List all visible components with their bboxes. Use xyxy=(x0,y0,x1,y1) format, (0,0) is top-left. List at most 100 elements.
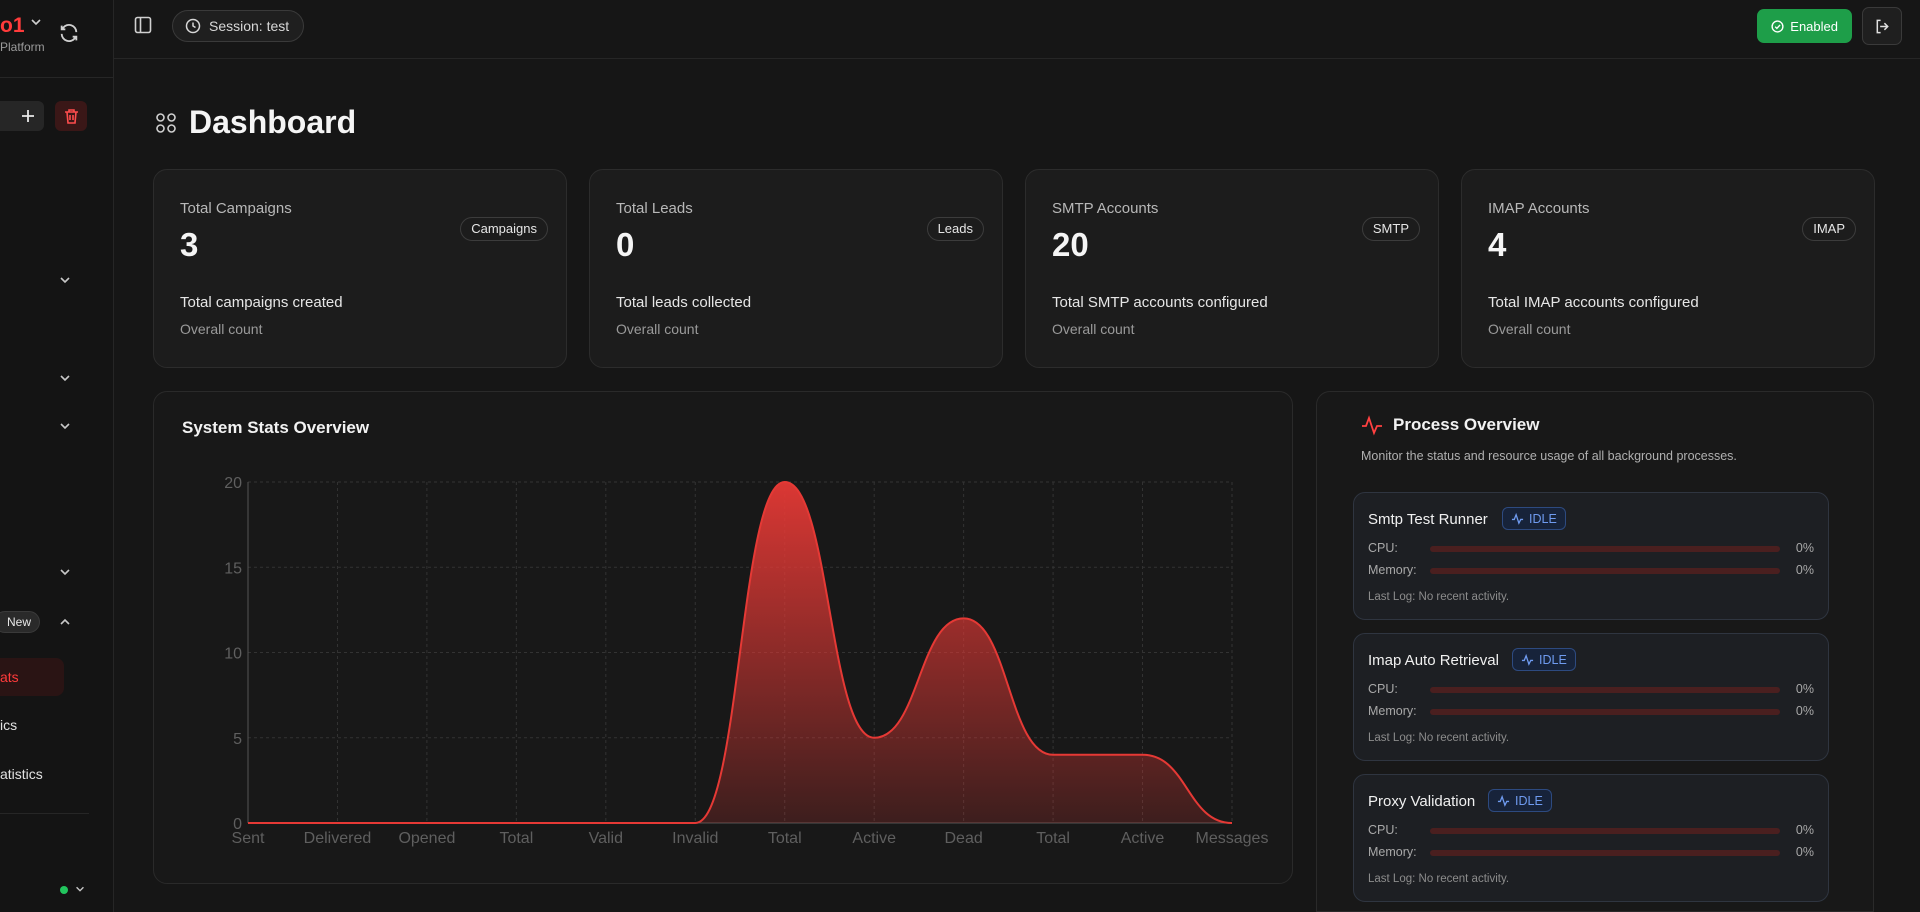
status-text: IDLE xyxy=(1539,652,1567,667)
x-tick-label: Dead xyxy=(945,830,983,847)
sidebar-divider xyxy=(0,813,89,814)
chevron-down-icon[interactable] xyxy=(58,565,72,579)
stat-label: IMAP Accounts xyxy=(1488,200,1590,217)
chevron-down-icon[interactable] xyxy=(74,883,86,895)
memory-value: 0% xyxy=(1795,704,1814,718)
process-overview-panel: Process Overview Monitor the status and … xyxy=(1316,391,1874,912)
stat-card-campaigns: Total Campaigns 3 Campaigns Total campai… xyxy=(153,169,567,368)
system-stats-panel: System Stats Overview 0 5 10 15 20 Sent Delive… xyxy=(153,391,1293,884)
process-name: Imap Auto Retrieval xyxy=(1368,652,1499,669)
x-tick-label: Total xyxy=(499,830,533,847)
cpu-label: CPU: xyxy=(1368,541,1398,555)
status-badge: IDLE xyxy=(1488,789,1552,812)
chevron-down-icon[interactable] xyxy=(58,419,72,433)
stat-card-leads: Total Leads 0 Leads Total leads collecte… xyxy=(589,169,1003,368)
status-badge: IDLE xyxy=(1502,507,1566,530)
page-title-text: Dashboard xyxy=(189,104,357,140)
memory-bar xyxy=(1430,568,1780,574)
brand-subtitle: Platform xyxy=(0,40,45,54)
x-tick-label: Valid xyxy=(589,830,623,847)
cpu-bar xyxy=(1430,687,1780,693)
stat-label: Total Campaigns xyxy=(180,200,292,217)
clock-icon xyxy=(185,18,201,34)
refresh-icon[interactable] xyxy=(58,22,80,44)
add-button[interactable] xyxy=(12,101,44,131)
x-tick-label: Opened xyxy=(398,830,455,847)
sidebar-item-statistics[interactable]: atistics xyxy=(0,766,43,782)
cpu-bar xyxy=(1430,828,1780,834)
process-name: Proxy Validation xyxy=(1368,793,1476,810)
process-header: Process Overview xyxy=(1361,414,1539,436)
y-tick-label: 20 xyxy=(224,475,242,492)
plus-icon xyxy=(22,110,34,122)
status-text: IDLE xyxy=(1515,793,1543,808)
series-line xyxy=(248,480,1233,825)
last-log: Last Log: No recent activity. xyxy=(1368,732,1510,744)
stat-value: 0 xyxy=(616,226,635,263)
stat-tag: SMTP xyxy=(1361,217,1420,241)
cpu-value: 0% xyxy=(1795,682,1814,696)
brand-name: o1 xyxy=(0,14,25,37)
stat-subtext: Overall count xyxy=(616,321,699,337)
stat-description: Total leads collected xyxy=(616,294,752,311)
logout-button[interactable] xyxy=(1862,7,1902,45)
process-card: Imap Auto Retrieval IDLE CPU: 0% Memory:… xyxy=(1353,633,1829,761)
session-pill[interactable]: Session: test xyxy=(172,10,305,42)
x-tick-label: Invalid xyxy=(672,830,718,847)
memory-label: Memory: xyxy=(1368,845,1417,859)
chevron-down-icon xyxy=(31,19,41,26)
sidebar-toggle-icon[interactable] xyxy=(134,16,152,34)
process-title: Process Overview xyxy=(1393,415,1540,434)
memory-label: Memory: xyxy=(1368,704,1417,718)
stat-card-imap: IMAP Accounts 4 IMAP Total IMAP accounts… xyxy=(1461,169,1875,368)
x-tick-label: Total xyxy=(1036,830,1070,847)
memory-bar xyxy=(1430,709,1780,715)
process-description: Monitor the status and resource usage of… xyxy=(1361,449,1737,463)
stat-label: Total Leads xyxy=(616,200,693,217)
enabled-button[interactable]: Enabled xyxy=(1757,9,1852,43)
memory-label: Memory: xyxy=(1368,563,1417,577)
status-text: IDLE xyxy=(1529,511,1557,526)
stat-card-smtp: SMTP Accounts 20 SMTP Total SMTP account… xyxy=(1025,169,1439,368)
stat-label: SMTP Accounts xyxy=(1052,200,1159,217)
stat-tag: Campaigns xyxy=(460,217,548,241)
chevron-down-icon[interactable] xyxy=(58,273,72,287)
cpu-value: 0% xyxy=(1795,541,1814,555)
x-tick-label: Total xyxy=(768,830,802,847)
chart-title: System Stats Overview xyxy=(182,418,370,437)
chevron-down-icon[interactable] xyxy=(58,371,72,385)
x-tick-label: Active xyxy=(1121,830,1165,847)
cpu-value: 0% xyxy=(1795,823,1814,837)
stat-subtext: Overall count xyxy=(180,321,263,337)
memory-value: 0% xyxy=(1795,563,1814,577)
memory-bar xyxy=(1430,850,1780,856)
chevron-up-icon[interactable] xyxy=(58,615,72,629)
stat-value: 4 xyxy=(1488,226,1507,263)
activity-icon xyxy=(1497,794,1510,807)
session-label: Session: test xyxy=(209,18,290,34)
cpu-label: CPU: xyxy=(1368,682,1398,696)
last-log: Last Log: No recent activity. xyxy=(1368,591,1510,603)
system-stats-chart: 0 5 10 15 20 Sent Delivered Opened Total Valid Inv… xyxy=(224,475,1268,847)
activity-icon xyxy=(1362,415,1382,436)
sidebar-item-analytics[interactable]: ics xyxy=(0,717,18,733)
memory-value: 0% xyxy=(1795,845,1814,859)
sidebar-divider xyxy=(0,77,113,78)
new-badge: New xyxy=(0,611,41,633)
workspace-switcher[interactable]: o1 Platform xyxy=(0,14,45,54)
cpu-label: CPU: xyxy=(1368,823,1398,837)
check-circle-icon xyxy=(1771,19,1784,33)
y-tick-label: 0 xyxy=(233,816,242,833)
x-tick-label: Delivered xyxy=(304,830,372,847)
process-card: Proxy Validation IDLE CPU: 0% Memory: 0%… xyxy=(1353,774,1829,902)
stat-description: Total IMAP accounts configured xyxy=(1488,294,1699,311)
stat-tag: IMAP xyxy=(1802,217,1856,241)
sidebar-item-stats[interactable]: ats xyxy=(0,658,64,696)
delete-button[interactable] xyxy=(55,101,87,131)
stat-description: Total SMTP accounts configured xyxy=(1052,294,1268,311)
stat-subtext: Overall count xyxy=(1488,321,1571,337)
y-tick-label: 10 xyxy=(224,646,242,663)
trash-icon xyxy=(64,109,78,124)
stat-value: 3 xyxy=(180,226,199,263)
x-tick-label: Active xyxy=(852,830,896,847)
